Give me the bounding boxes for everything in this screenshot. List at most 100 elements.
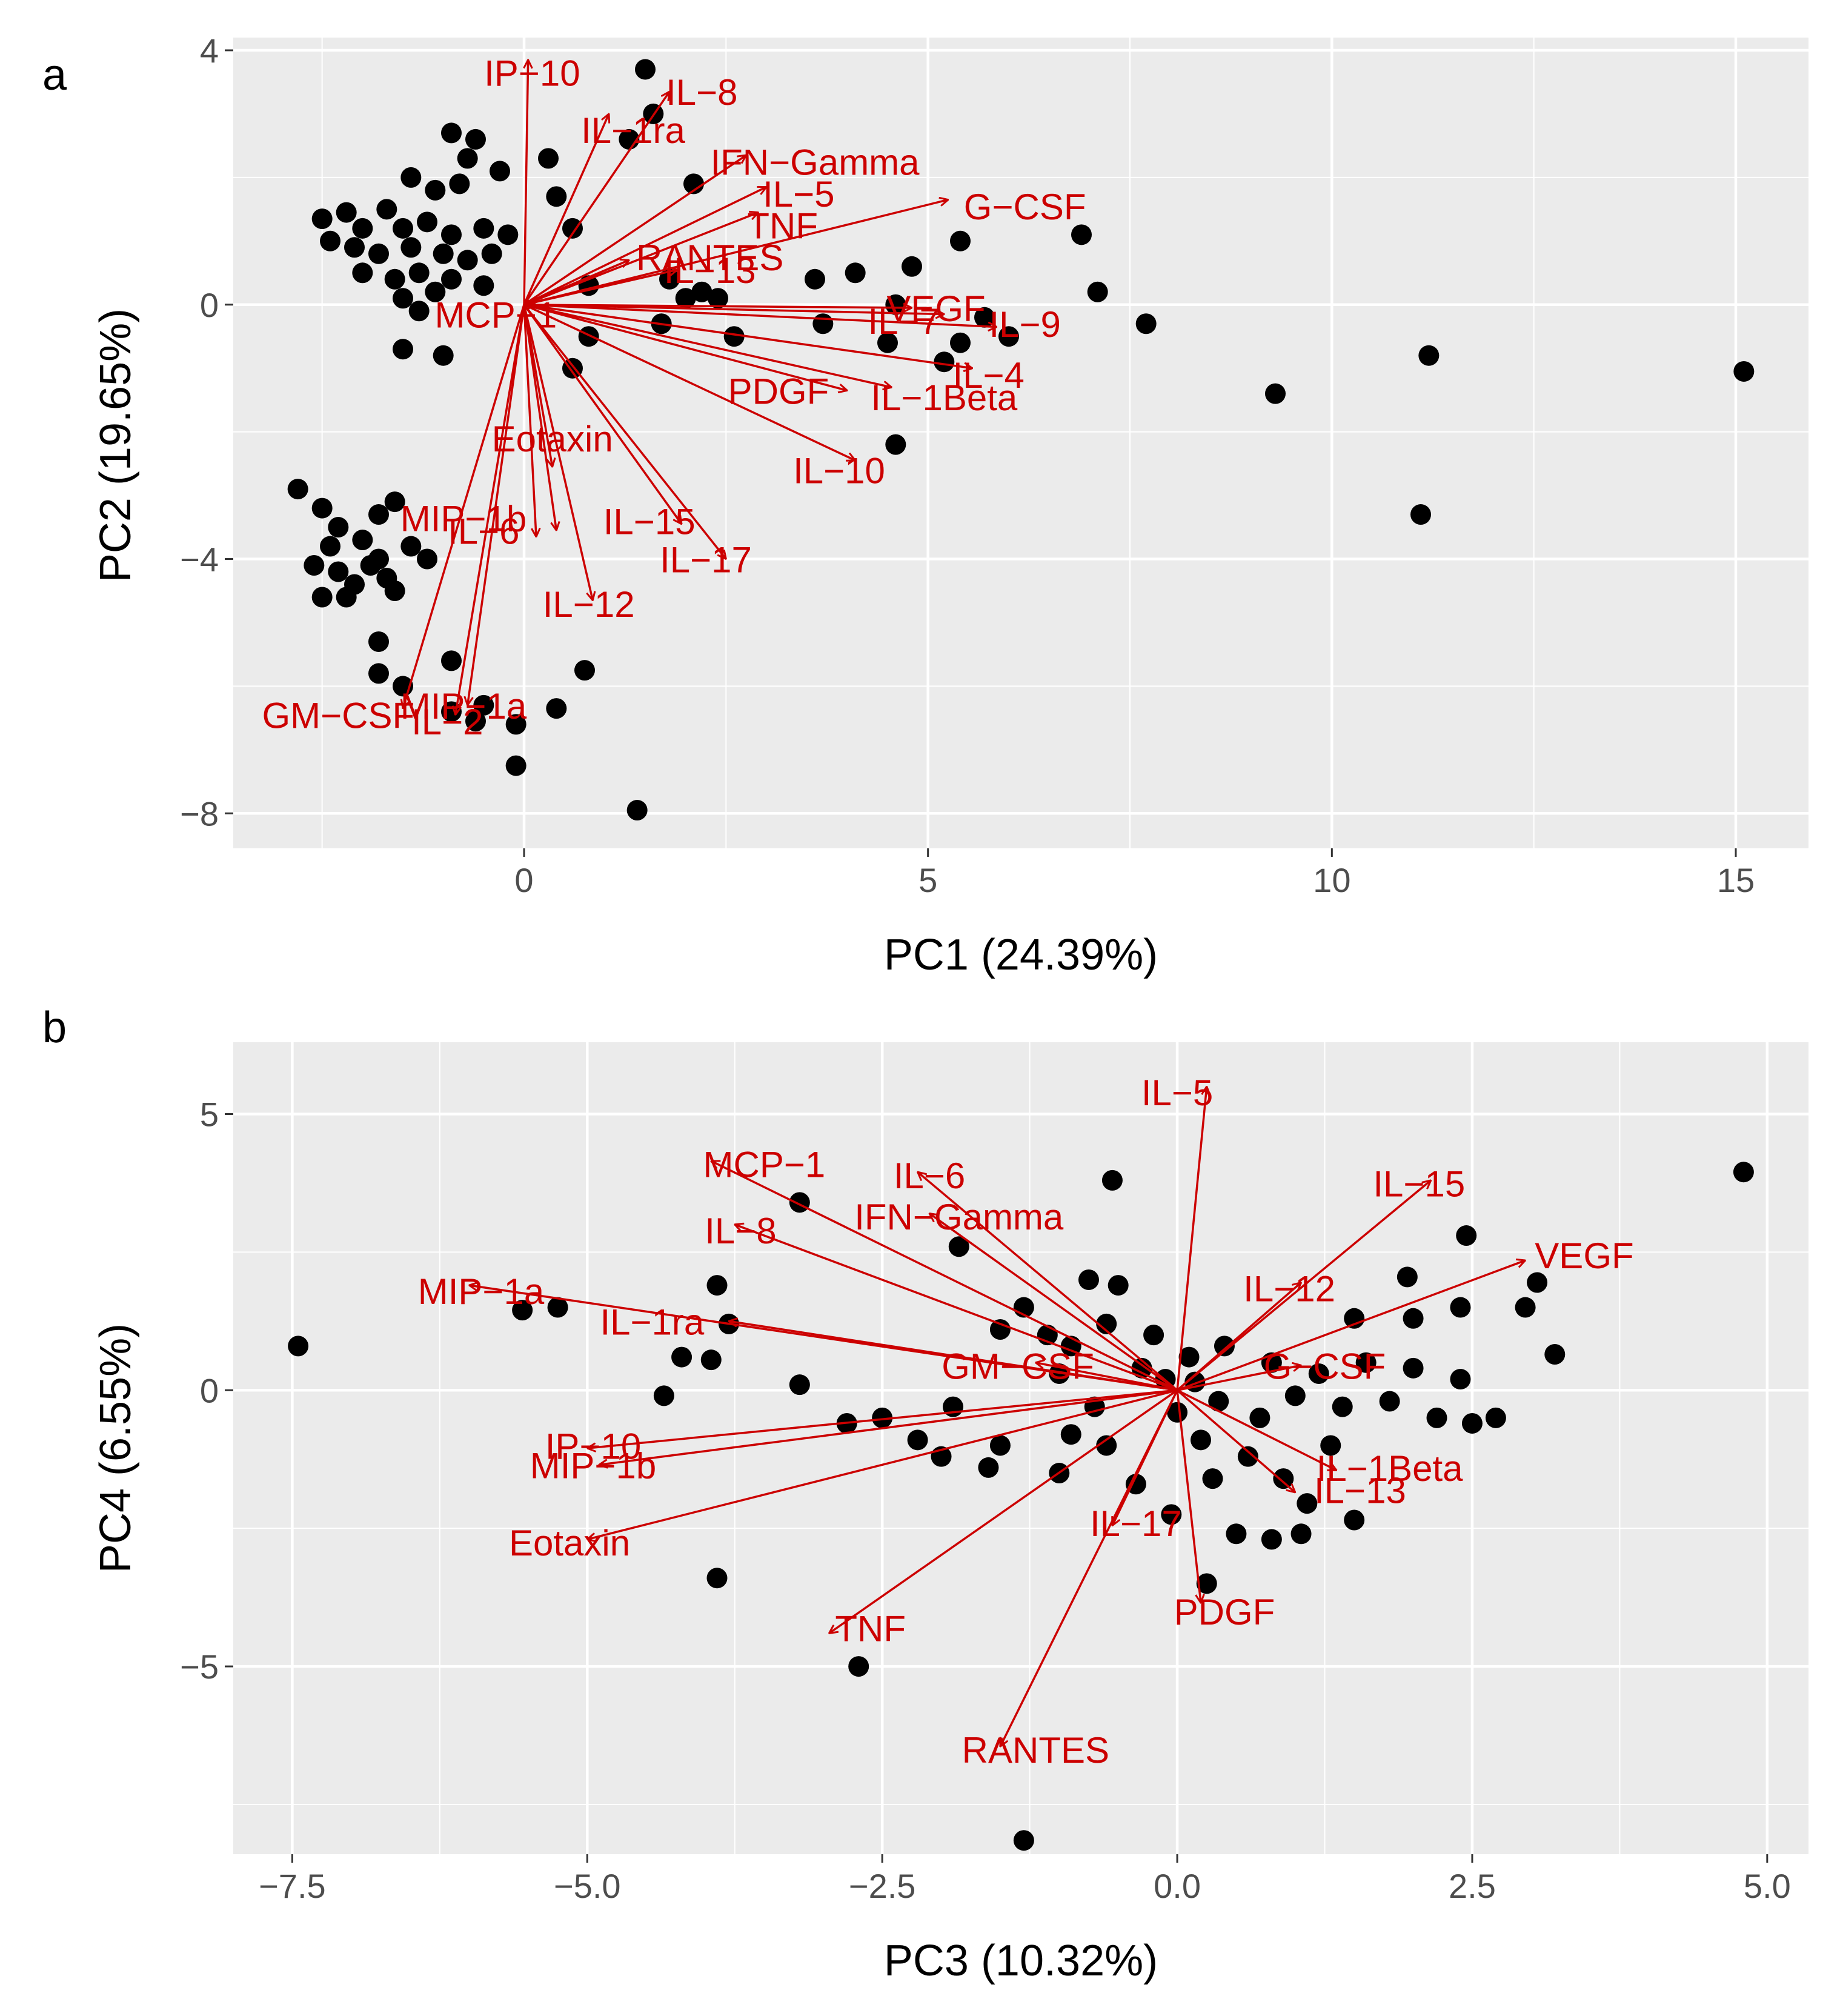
- score-point: [1273, 1468, 1294, 1489]
- x-axis-ticks: 0 5 10 15: [514, 848, 1755, 899]
- loading-arrow: [523, 304, 944, 314]
- score-point: [457, 148, 478, 169]
- loading-arrow: [1176, 1390, 1201, 1603]
- score-point: [1418, 345, 1440, 366]
- loading-label: MIP−1a: [400, 686, 527, 727]
- score-point: [1397, 1266, 1418, 1288]
- score-point: [1450, 1369, 1471, 1390]
- score-point: [1071, 224, 1092, 245]
- score-point: [1226, 1523, 1247, 1545]
- loading-label: IFN−Gamma: [710, 142, 920, 183]
- score-point: [505, 755, 526, 776]
- loading-label: IL−9: [989, 304, 1060, 345]
- score-point: [653, 1385, 674, 1406]
- score-point: [441, 224, 462, 245]
- y-axis-title: PC2 (19.65%): [91, 308, 140, 582]
- loading-arrow: [468, 304, 525, 705]
- score-point: [344, 237, 365, 258]
- y-axis-ticks: −5 0 5: [180, 1096, 233, 1686]
- loading-label: GM−CSF: [262, 696, 414, 736]
- y-tick-label: 4: [200, 32, 219, 70]
- score-point: [352, 530, 373, 551]
- score-point: [1733, 1162, 1754, 1183]
- x-tick-label: 0: [514, 861, 533, 899]
- score-point: [473, 218, 494, 239]
- loading-arrow: [1176, 1389, 1295, 1492]
- loading-arrow: [1177, 1260, 1526, 1391]
- score-point: [1237, 1446, 1258, 1467]
- loading-label: IL−8: [705, 1211, 776, 1251]
- loading-label: MCP−1: [703, 1145, 826, 1185]
- score-point: [400, 237, 422, 258]
- score-point: [433, 243, 454, 264]
- score-point: [336, 202, 357, 223]
- score-point: [546, 698, 567, 719]
- score-point: [872, 1407, 893, 1428]
- loading-arrow: [735, 1225, 1178, 1391]
- score-point: [691, 281, 712, 302]
- score-point: [848, 1656, 869, 1677]
- score-point: [1096, 1435, 1117, 1456]
- loading-arrow: [523, 304, 997, 327]
- loading-arrow: [523, 60, 528, 305]
- x-axis-ticks: −7.5 −5.0 −2.5 0.0 2.5 5.0: [259, 1854, 1791, 1905]
- score-point: [384, 491, 405, 513]
- score-point: [441, 122, 462, 144]
- loading-label: IL−17: [1090, 1503, 1182, 1544]
- score-point: [998, 326, 1019, 347]
- loading-label: MIP−1a: [418, 1271, 545, 1312]
- loading-label: IL−5: [763, 174, 834, 215]
- loading-label: GM−CSF: [942, 1346, 1094, 1386]
- loading-label: PDGF: [728, 371, 829, 411]
- loading-arrow: [1176, 1180, 1431, 1391]
- loading-arrow: [523, 213, 759, 306]
- score-point: [368, 243, 389, 264]
- loading-arrows: [403, 60, 997, 715]
- loading-arrow: [523, 155, 746, 306]
- score-point: [433, 345, 454, 366]
- score-point: [1108, 1275, 1129, 1296]
- loading-label: IL−15: [603, 502, 696, 542]
- score-point: [671, 1346, 692, 1368]
- loading-label: IL−12: [543, 584, 635, 625]
- score-point: [547, 1297, 568, 1318]
- score-point: [360, 555, 381, 576]
- score-point: [675, 288, 696, 309]
- panel-label: b: [42, 1003, 67, 1052]
- score-point: [1196, 1573, 1217, 1594]
- score-point: [1013, 1830, 1034, 1851]
- score-point: [1410, 504, 1431, 525]
- score-point: [578, 326, 599, 347]
- score-point: [425, 281, 446, 302]
- score-point: [706, 1275, 728, 1296]
- loading-arrow: [523, 187, 766, 306]
- loading-arrow: [523, 304, 855, 461]
- loading-label: G−CSF: [1264, 1346, 1386, 1386]
- x-axis-title: PC1 (24.39%): [884, 931, 1158, 979]
- loading-arrow: [599, 1389, 1178, 1465]
- loading-label: VEGF: [886, 288, 985, 329]
- x-tick-label: 15: [1717, 861, 1755, 899]
- score-point: [465, 711, 486, 732]
- score-point: [708, 288, 728, 309]
- x-tick-label: −5.0: [554, 1867, 621, 1905]
- loading-label: IFN−Gamma: [854, 1197, 1064, 1237]
- score-point: [1131, 1357, 1152, 1379]
- score-point: [700, 1349, 722, 1371]
- scores: [288, 1162, 1754, 1851]
- score-point: [1355, 1352, 1377, 1373]
- loading-arrow: [523, 304, 556, 531]
- score-point: [1101, 1169, 1123, 1191]
- loading-label: IL−10: [793, 451, 885, 491]
- loading-label: IL−2: [411, 702, 483, 742]
- score-point: [902, 256, 922, 277]
- score-point: [481, 243, 502, 264]
- score-point: [400, 167, 422, 188]
- score-point: [978, 1457, 999, 1478]
- loading-arrow: [523, 260, 629, 306]
- score-point: [789, 1192, 810, 1213]
- loading-label: IL−5: [1141, 1073, 1213, 1113]
- y-tick-label: −4: [180, 541, 219, 579]
